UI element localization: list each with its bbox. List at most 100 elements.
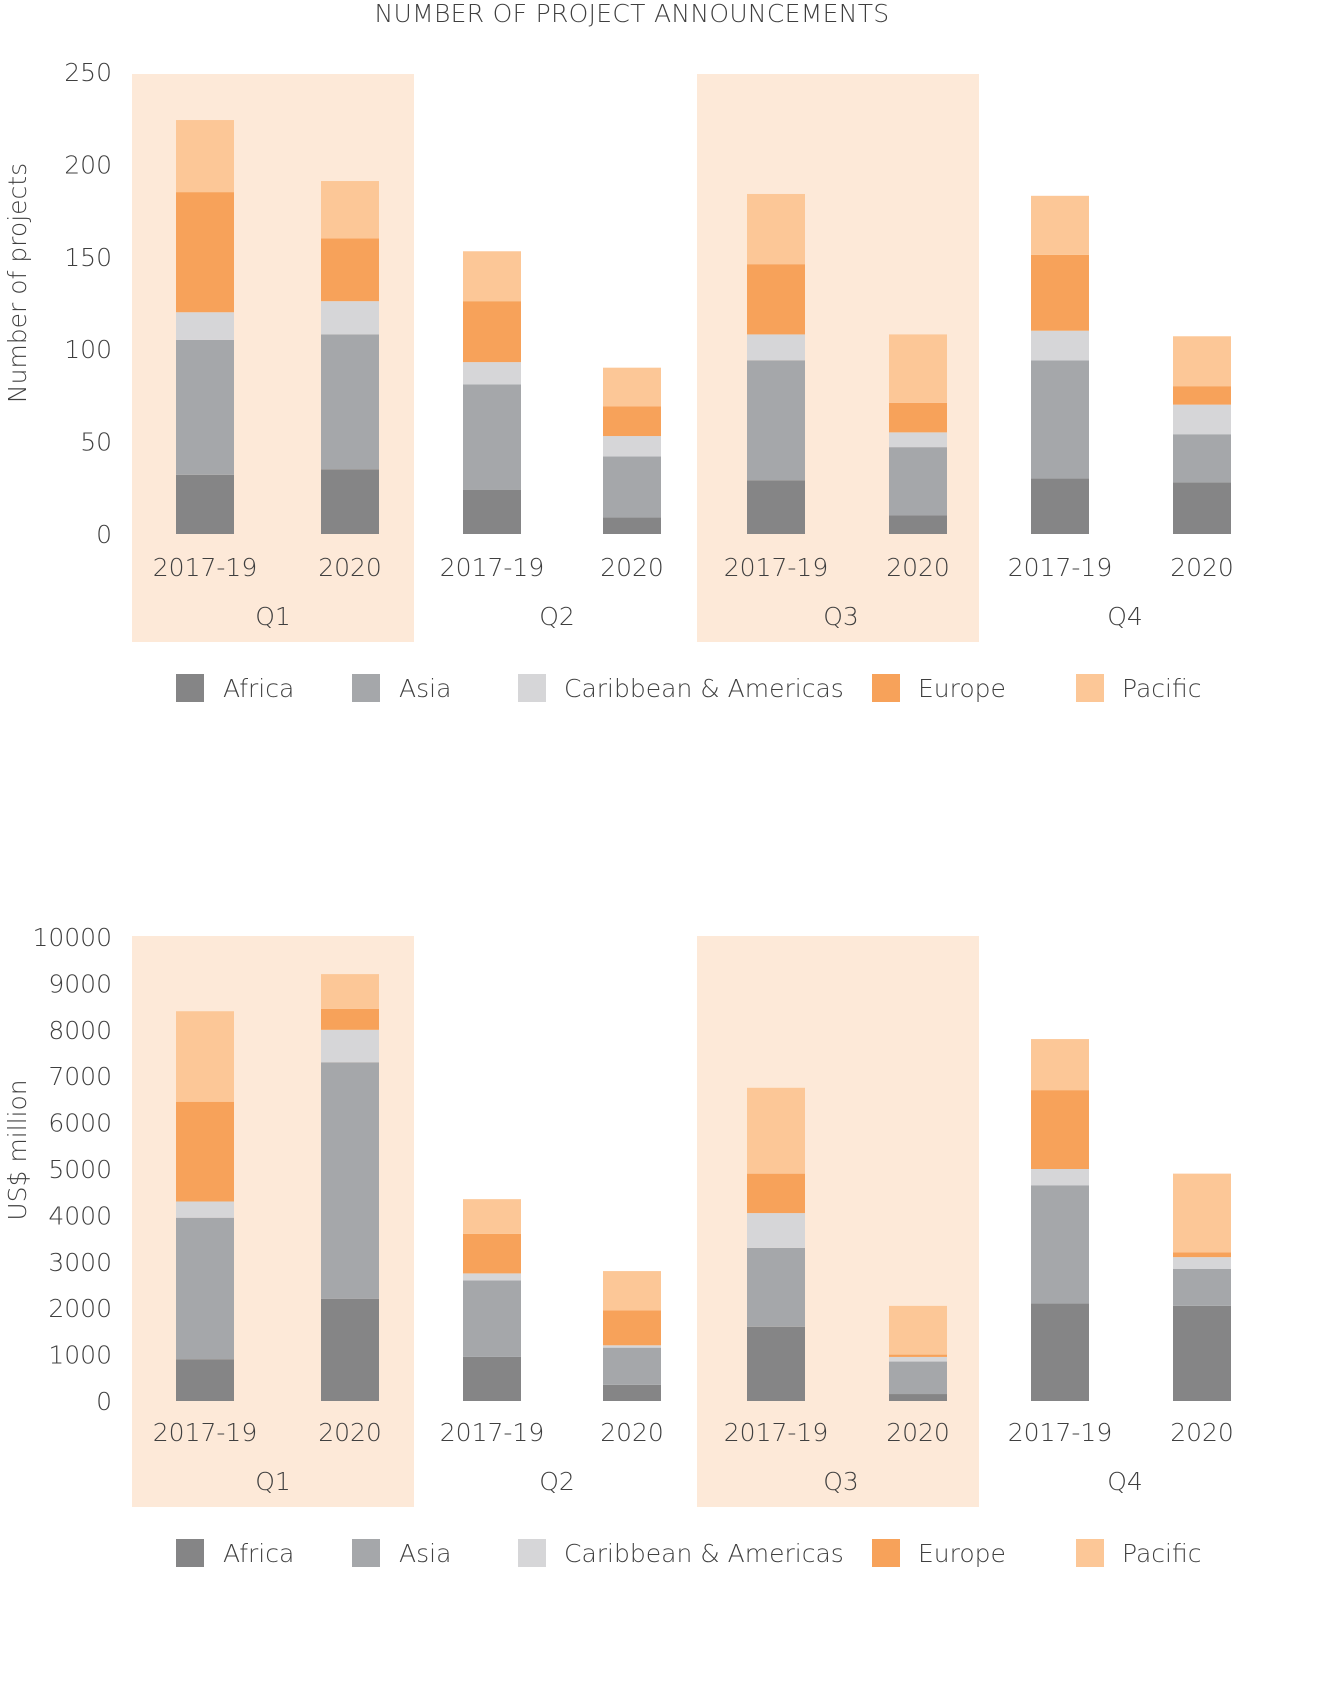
group-band-q3 xyxy=(697,936,979,1507)
x-category-label: 2020 xyxy=(1170,1418,1234,1447)
legend-swatch-africa xyxy=(176,674,204,702)
bar-segment-caribbean-americas xyxy=(321,1029,379,1063)
bar-segment-caribbean-americas xyxy=(747,1213,805,1248)
bar-segment-asia xyxy=(463,384,521,490)
bar-segment-pacific xyxy=(747,1087,805,1174)
bar-segment-caribbean-americas xyxy=(463,362,521,385)
bar-segment-africa xyxy=(463,1356,521,1401)
legend-swatch-caribbean-americas xyxy=(518,1539,546,1567)
bar-segment-africa xyxy=(603,517,661,534)
bar-segment-pacific xyxy=(463,251,521,302)
bar-segment-asia xyxy=(1031,1185,1089,1304)
bar-segment-asia xyxy=(1173,1268,1231,1306)
bar-segment-africa xyxy=(176,474,234,534)
x-category-label: 2017-19 xyxy=(440,553,544,582)
bar-segment-caribbean-americas xyxy=(747,334,805,361)
chart-title: NUMBER OF PROJECT ANNOUNCEMENTS xyxy=(375,0,890,28)
legend-label-africa: Africa xyxy=(223,1539,294,1568)
x-category-label: 2017-19 xyxy=(1008,553,1112,582)
legend-label-asia: Asia xyxy=(399,674,451,703)
bar-segment-africa xyxy=(747,480,805,534)
bar-segment-pacific xyxy=(1031,1039,1089,1091)
chart-aggregate-investments: AGGREGATE VALUE OF INVESTMENTS (US$ MILL… xyxy=(0,866,1318,1679)
bar-segment-europe xyxy=(1031,1090,1089,1169)
group-label-q3: Q3 xyxy=(823,1467,859,1496)
bar-segment-asia xyxy=(1031,360,1089,479)
bar-segment-pacific xyxy=(463,1199,521,1234)
x-category-label: 2017-19 xyxy=(724,553,828,582)
bar-segment-europe xyxy=(747,1173,805,1214)
chart-svg: NUMBER OF PROJECT ANNOUNCEMENTS Number of… xyxy=(3,0,1234,703)
bar-segment-pacific xyxy=(321,974,379,1009)
bar-segment-europe xyxy=(889,402,947,433)
bar-segment-caribbean-americas xyxy=(603,436,661,457)
bar-segment-asia xyxy=(176,1217,234,1360)
y-tick-label: 0 xyxy=(96,520,112,549)
bar-segment-caribbean-americas xyxy=(463,1273,521,1281)
group-label-q3: Q3 xyxy=(823,602,859,631)
legend-swatch-asia xyxy=(352,1539,380,1567)
y-tick-label: 250 xyxy=(64,58,112,87)
bar-segment-europe xyxy=(747,264,805,335)
bar-segment-asia xyxy=(747,1247,805,1327)
bar-segment-asia xyxy=(747,360,805,481)
legend-label-africa: Africa xyxy=(223,674,294,703)
y-tick-label: 150 xyxy=(64,243,112,272)
bar-segment-europe xyxy=(176,192,234,313)
bar-segment-europe xyxy=(321,238,379,302)
legend-swatch-europe xyxy=(872,1539,900,1567)
bar-segment-caribbean-americas xyxy=(1031,1169,1089,1186)
legend-label-pacific: Pacific xyxy=(1122,1539,1201,1568)
y-tick-label: 6000 xyxy=(48,1109,112,1138)
y-tick-label: 200 xyxy=(64,150,112,179)
bar-segment-asia xyxy=(321,1062,379,1299)
y-tick-label: 3000 xyxy=(48,1248,112,1277)
x-category-label: 2020 xyxy=(886,553,950,582)
bar-segment-pacific xyxy=(321,181,379,239)
bar-segment-asia xyxy=(603,1347,661,1385)
y-tick-label: 8000 xyxy=(48,1016,112,1045)
bar-segment-africa xyxy=(1031,1303,1089,1401)
bar-segment-pacific xyxy=(603,1271,661,1311)
bar-segment-pacific xyxy=(176,120,234,193)
bar-segment-caribbean-americas xyxy=(176,312,234,340)
bar-segment-caribbean-americas xyxy=(1173,404,1231,435)
legend-swatch-caribbean-americas xyxy=(518,674,546,702)
bar-segment-africa xyxy=(1173,1305,1231,1401)
bar-segment-asia xyxy=(1173,434,1231,483)
y-tick-label: 100 xyxy=(64,335,112,364)
bar-segment-europe xyxy=(463,1233,521,1274)
legend-label-caribbean-americas: Caribbean & Americas xyxy=(564,674,844,703)
chart-project-announcements: NUMBER OF PROJECT ANNOUNCEMENTS Number of… xyxy=(0,0,1318,790)
bar-segment-asia xyxy=(889,1361,947,1395)
bar-segment-pacific xyxy=(889,1305,947,1355)
x-category-label: 2020 xyxy=(318,553,382,582)
bar-segment-caribbean-americas xyxy=(1173,1257,1231,1269)
y-tick-label: 5000 xyxy=(48,1155,112,1184)
bar-segment-europe xyxy=(176,1101,234,1202)
y-tick-label: 7000 xyxy=(48,1062,112,1091)
y-tick-label: 4000 xyxy=(48,1201,112,1230)
y-axis-label: Number of projects xyxy=(3,163,32,403)
bar-segment-pacific xyxy=(603,367,661,407)
y-tick-label: 2000 xyxy=(48,1294,112,1323)
x-category-label: 2020 xyxy=(1170,553,1234,582)
x-category-label: 2017-19 xyxy=(724,1418,828,1447)
y-tick-label: 50 xyxy=(80,428,112,457)
x-category-label: 2020 xyxy=(600,1418,664,1447)
x-category-label: 2020 xyxy=(600,553,664,582)
x-category-label: 2017-19 xyxy=(440,1418,544,1447)
bar-segment-africa xyxy=(747,1326,805,1401)
x-category-label: 2020 xyxy=(886,1418,950,1447)
bar-segment-asia xyxy=(889,447,947,516)
bar-segment-pacific xyxy=(176,1011,234,1102)
bar-segment-pacific xyxy=(1173,336,1231,387)
bar-segment-caribbean-americas xyxy=(889,1356,947,1362)
bar-segment-asia xyxy=(321,334,379,470)
bar-segment-pacific xyxy=(747,193,805,265)
legend-swatch-pacific xyxy=(1076,1539,1104,1567)
bar-segment-africa xyxy=(603,1384,661,1401)
bar-segment-europe xyxy=(603,1310,661,1346)
group-label-q1: Q1 xyxy=(255,1467,291,1496)
bar-segment-africa xyxy=(321,469,379,534)
